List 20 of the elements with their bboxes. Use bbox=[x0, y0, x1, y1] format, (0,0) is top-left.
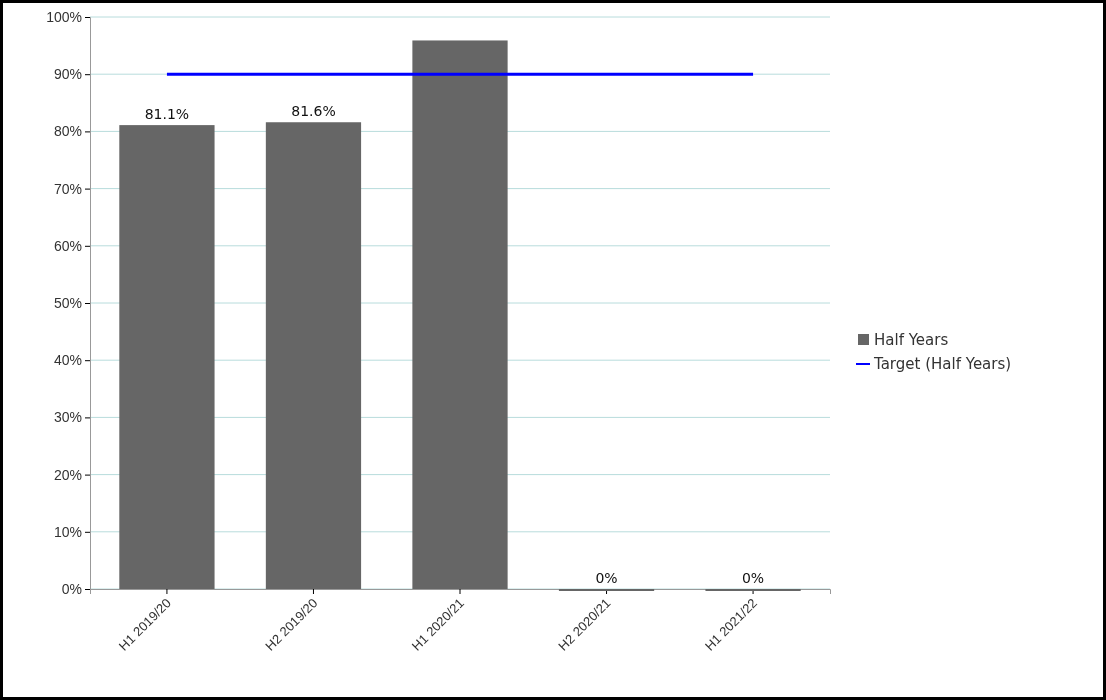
y-tick-label: 100% bbox=[46, 8, 82, 25]
bar bbox=[265, 122, 362, 589]
y-tick-label: 10% bbox=[53, 523, 82, 540]
data-label: 81.1% bbox=[144, 106, 190, 123]
y-tick-label: 0% bbox=[61, 580, 82, 597]
legend-label: Target (Half Years) bbox=[873, 355, 1012, 373]
data-label: 0% bbox=[741, 570, 765, 586]
y-tick-label: 80% bbox=[53, 123, 82, 140]
data-label: 81.6% bbox=[291, 103, 336, 120]
bar bbox=[119, 125, 215, 589]
y-tick-label: 30% bbox=[53, 409, 82, 426]
y-tick-label: 50% bbox=[53, 294, 82, 311]
y-tick-label: 90% bbox=[53, 66, 82, 83]
y-tick-label: 70% bbox=[53, 180, 82, 197]
data-label: 0% bbox=[595, 570, 618, 586]
y-tick-label: 60% bbox=[53, 237, 82, 254]
y-tick-label: 20% bbox=[53, 466, 82, 483]
y-tick-label: 40% bbox=[53, 352, 82, 369]
legend-label: Half Years bbox=[874, 331, 949, 349]
bar bbox=[412, 40, 508, 589]
